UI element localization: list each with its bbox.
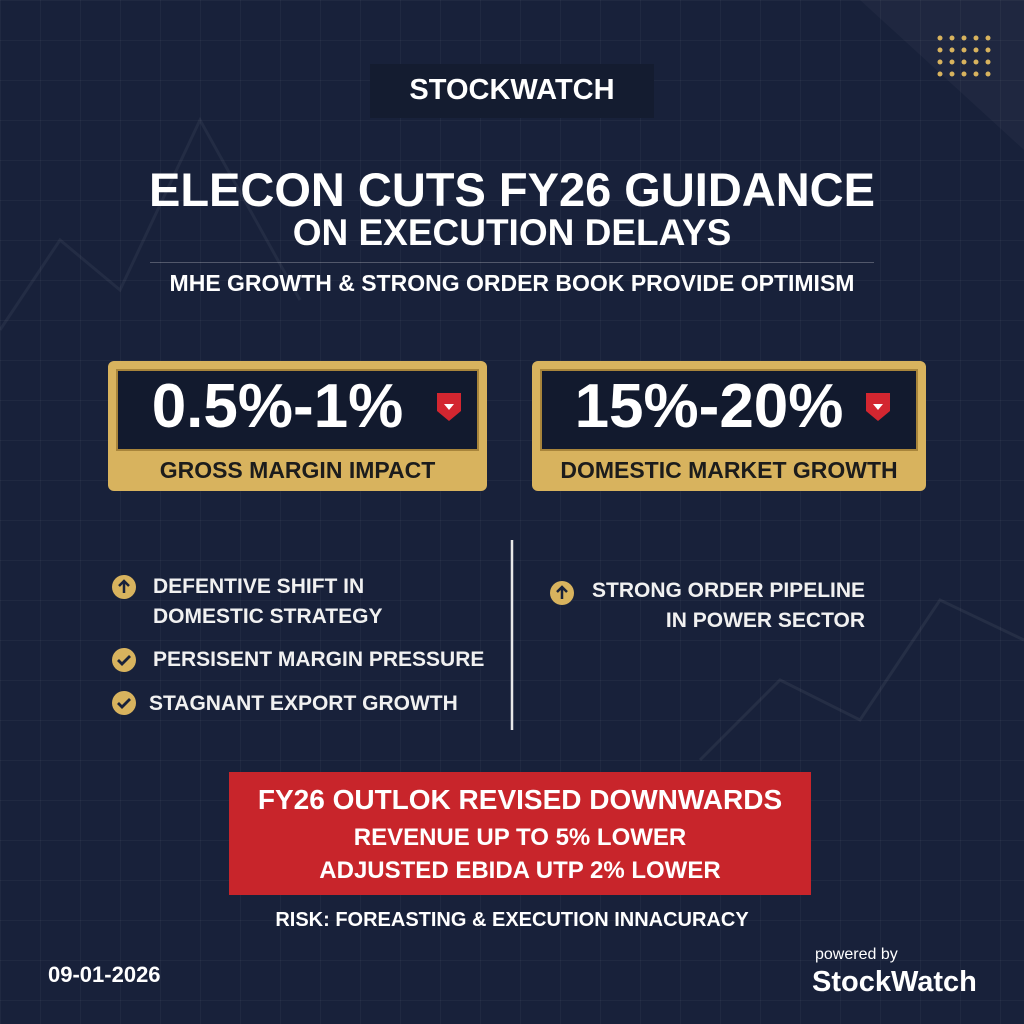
down-badge <box>866 393 890 421</box>
stat-panel <box>540 369 918 451</box>
stat-label: DOMESTIC MARKET GROWTH <box>560 457 898 483</box>
outlook-heading: FY26 OUTLOK REVISED DOWNWARDS <box>257 784 783 815</box>
stat-value: 0.5%-1% <box>151 372 404 441</box>
check-icon <box>112 648 136 672</box>
point-text: PERSISENT MARGIN PRESSURE <box>153 645 484 675</box>
text-line: IN POWER SECTOR <box>665 609 866 632</box>
brand: STOCKWATCH <box>409 74 615 106</box>
text-line: DOMESTIC STRATEGY <box>153 605 383 628</box>
outlook-box: FY26 OUTLOK REVISED DOWNWARDS REVENUE UP… <box>229 772 811 895</box>
down-badge <box>437 393 461 421</box>
point-text: STAGNANT EXPORT GROWTH <box>149 689 458 719</box>
stat-panel <box>116 369 479 451</box>
arrow-icon <box>112 575 136 599</box>
stat-card: 15%-20% DOMESTIC MARKET GROWTH <box>532 361 926 491</box>
powered-by: powered by <box>815 946 898 963</box>
stat-card: 0.5%-1% GROSS MARGIN IMPACT <box>108 361 487 491</box>
brand-box <box>370 64 654 118</box>
title: ELECON CUTS FY26 GUIDANCE <box>149 163 875 216</box>
stat-label: GROSS MARGIN IMPACT <box>159 457 436 483</box>
risk-note: RISK: FOREASTING & EXECUTION INNACURACY <box>275 909 749 931</box>
subtitle: MHE GROWTH & STRONG ORDER BOOK PROVIDE O… <box>169 270 855 296</box>
rule <box>150 262 874 263</box>
text-line: STAGNANT EXPORT GROWTH <box>149 692 458 715</box>
footer-brand: StockWatch <box>812 966 977 998</box>
text-line: PERSISENT MARGIN PRESSURE <box>153 648 485 671</box>
title: ON EXECUTION DELAYS <box>292 212 732 253</box>
check-icon <box>112 691 136 715</box>
date: 09-01-2026 <box>48 962 161 987</box>
arrow-icon <box>550 581 574 605</box>
outlook-line: REVENUE UP TO 5% LOWER <box>353 824 687 851</box>
stat-value: 15%-20% <box>574 372 844 441</box>
text-line: DEFENTIVE SHIFT IN <box>153 575 365 598</box>
text-line: STRONG ORDER PIPELINE <box>592 579 866 602</box>
outlook-line: ADJUSTED EBIDA UTP 2% LOWER <box>319 857 721 884</box>
point-text: DEFENTIVE SHIFT IN DOMESTIC STRATEGY <box>153 572 382 632</box>
point-text: STRONG ORDER PIPELINE IN POWER SECTOR <box>592 576 865 636</box>
